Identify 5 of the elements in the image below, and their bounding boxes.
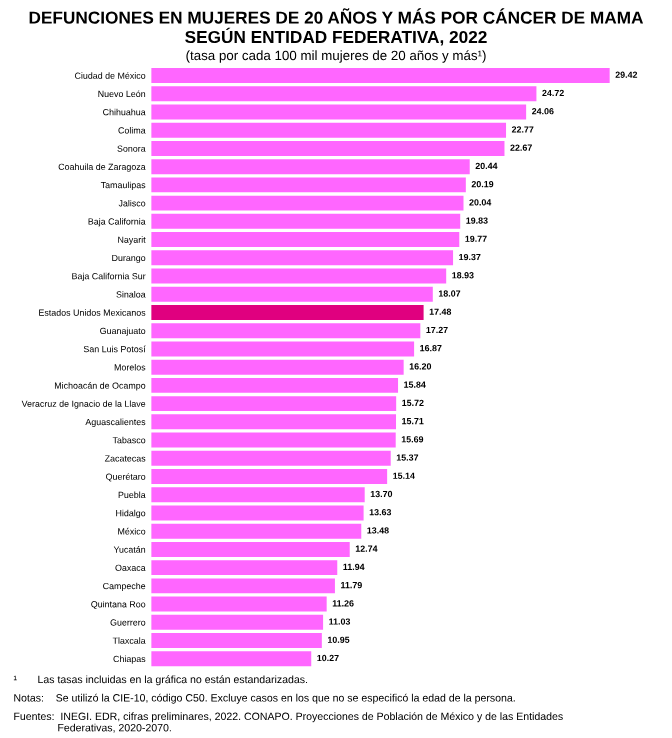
bar [151,305,424,320]
bar [151,268,447,284]
chart-title: DEFUNCIONES EN MUJERES DE 20 AÑOS Y MÁS POR CÁNCER DE MAMA SEGÚN ENTIDAD FEDERATIVA, 2022 [29,8,644,46]
bar [151,286,433,302]
bar [151,104,527,120]
